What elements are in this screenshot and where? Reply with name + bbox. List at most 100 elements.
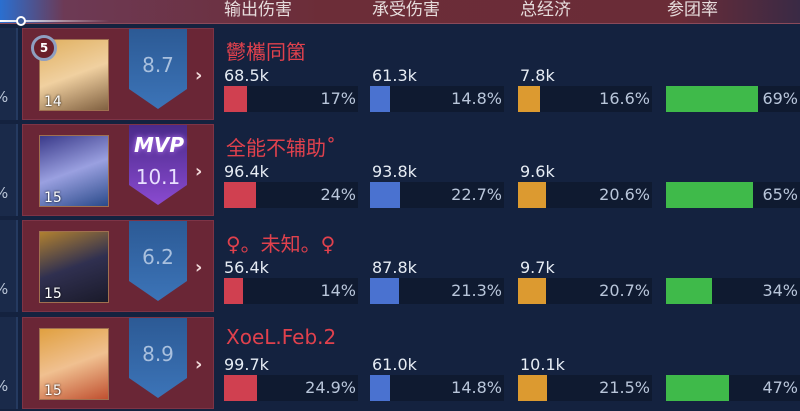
- taken-bar: 22.7%: [370, 182, 504, 208]
- participation-bar: 69%: [666, 86, 800, 112]
- taken-bar-fill: [370, 86, 390, 112]
- player-name: 全能不辅助˚: [226, 136, 336, 160]
- gold-bar: 20.6%: [518, 182, 652, 208]
- damage-bar-fill: [224, 182, 257, 208]
- gold-value: 10.1k: [520, 355, 565, 374]
- scroll-track[interactable]: [0, 20, 110, 22]
- previous-panel-edge: %: [0, 317, 18, 409]
- damage-bar-fill: [224, 278, 243, 304]
- hero-level: 15: [44, 286, 62, 302]
- score-badge: [129, 29, 187, 109]
- gold-percent: 20.6%: [599, 185, 650, 204]
- score-badge: [129, 318, 187, 398]
- gold-value: 9.7k: [520, 258, 555, 277]
- column-damage-taken[interactable]: 承受伤害: [372, 0, 440, 20]
- player-row[interactable]: % 15 MVP 10.1 › 全能不辅助˚ 96.4k 93.8k 9.6k …: [0, 124, 800, 218]
- taken-value: 93.8k: [372, 162, 417, 181]
- edge-percent: %: [0, 377, 8, 395]
- player-card[interactable]: 15 6.2 ›: [22, 220, 214, 312]
- gold-value: 9.6k: [520, 162, 555, 181]
- chevron-right-icon[interactable]: ›: [195, 257, 203, 278]
- damage-percent: 17%: [320, 89, 356, 108]
- gold-bar-fill: [518, 278, 546, 304]
- taken-bar: 21.3%: [370, 278, 504, 304]
- hero-avatar[interactable]: 15: [39, 328, 109, 400]
- player-row[interactable]: % 14 8.7 › 5 鬱欈同箘 68.5k 61.3k 7.8k 17% 1…: [0, 28, 800, 122]
- participation-bar-fill: [666, 375, 729, 401]
- player-name: XoeL.Feb.2: [226, 325, 337, 349]
- gold-percent: 16.6%: [599, 89, 650, 108]
- player-card[interactable]: 15 8.9 ›: [22, 317, 214, 409]
- damage-bar-fill: [224, 86, 247, 112]
- damage-value: 96.4k: [224, 162, 269, 181]
- damage-value: 99.7k: [224, 355, 269, 374]
- damage-bar: 14%: [224, 278, 358, 304]
- gold-bar-fill: [518, 375, 547, 401]
- gold-percent: 21.5%: [599, 378, 650, 397]
- player-card[interactable]: 14 8.7 › 5: [22, 28, 214, 120]
- player-name: 鬱欈同箘: [226, 40, 306, 64]
- participation-bar: 47%: [666, 375, 800, 401]
- gold-bar: 16.6%: [518, 86, 652, 112]
- chevron-right-icon[interactable]: ›: [195, 354, 203, 375]
- hero-level: 15: [44, 383, 62, 399]
- player-row[interactable]: % 15 8.9 › XoeL.Feb.2 99.7k 61.0k 10.1k …: [0, 317, 800, 411]
- participation-bar-fill: [666, 278, 712, 304]
- taken-percent: 14.8%: [451, 89, 502, 108]
- participation-bar: 34%: [666, 278, 800, 304]
- chevron-right-icon[interactable]: ›: [195, 161, 203, 182]
- participation-percent: 47%: [762, 378, 798, 397]
- scroll-handle[interactable]: [16, 16, 26, 26]
- taken-percent: 22.7%: [451, 185, 502, 204]
- column-participation[interactable]: 参团率: [667, 0, 718, 20]
- damage-percent: 24.9%: [305, 378, 356, 397]
- participation-percent: 65%: [762, 185, 798, 204]
- hero-level: 15: [44, 190, 62, 206]
- previous-panel-edge: %: [0, 124, 18, 216]
- edge-percent: %: [0, 184, 8, 202]
- score-badge: [129, 221, 187, 301]
- previous-panel-edge: %: [0, 220, 18, 312]
- player-card[interactable]: 15 MVP 10.1 ›: [22, 124, 214, 216]
- gold-percent: 20.7%: [599, 281, 650, 300]
- column-damage-dealt[interactable]: 输出伤害: [224, 0, 292, 20]
- participation-bar: 65%: [666, 182, 800, 208]
- taken-value: 61.3k: [372, 66, 417, 85]
- participation-percent: 69%: [762, 89, 798, 108]
- participation-percent: 34%: [762, 281, 798, 300]
- previous-panel-edge: %: [0, 28, 18, 120]
- gold-bar: 21.5%: [518, 375, 652, 401]
- gold-bar-fill: [518, 86, 541, 112]
- gold-value: 7.8k: [520, 66, 555, 85]
- taken-bar-fill: [370, 375, 390, 401]
- taken-percent: 21.3%: [451, 281, 502, 300]
- taken-percent: 14.8%: [451, 378, 502, 397]
- participation-bar-fill: [666, 86, 759, 112]
- player-name: ♀。未知。♀: [226, 232, 336, 256]
- hero-avatar[interactable]: 15: [39, 135, 109, 207]
- edge-percent: %: [0, 88, 8, 106]
- player-row[interactable]: % 15 6.2 › ♀。未知。♀ 56.4k 87.8k 9.7k 14% 2…: [0, 220, 800, 314]
- taken-bar: 14.8%: [370, 375, 504, 401]
- damage-bar-fill: [224, 375, 258, 401]
- damage-percent: 14%: [320, 281, 356, 300]
- gold-bar: 20.7%: [518, 278, 652, 304]
- gold-bar-fill: [518, 182, 546, 208]
- column-total-gold[interactable]: 总经济: [520, 0, 571, 20]
- chevron-right-icon[interactable]: ›: [195, 65, 203, 86]
- taken-bar-fill: [370, 182, 401, 208]
- edge-percent: %: [0, 280, 8, 298]
- hero-avatar[interactable]: 15: [39, 231, 109, 303]
- mvp-label: MVP: [133, 133, 185, 157]
- rank-badge: 5: [31, 35, 57, 61]
- damage-bar: 24%: [224, 182, 358, 208]
- taken-bar: 14.8%: [370, 86, 504, 112]
- score-value: 6.2: [142, 245, 174, 269]
- damage-bar: 17%: [224, 86, 358, 112]
- hero-level: 14: [44, 94, 62, 110]
- taken-bar-fill: [370, 278, 399, 304]
- score-value: 8.9: [142, 342, 174, 366]
- damage-percent: 24%: [320, 185, 356, 204]
- score-value: 8.7: [142, 53, 174, 77]
- taken-value: 61.0k: [372, 355, 417, 374]
